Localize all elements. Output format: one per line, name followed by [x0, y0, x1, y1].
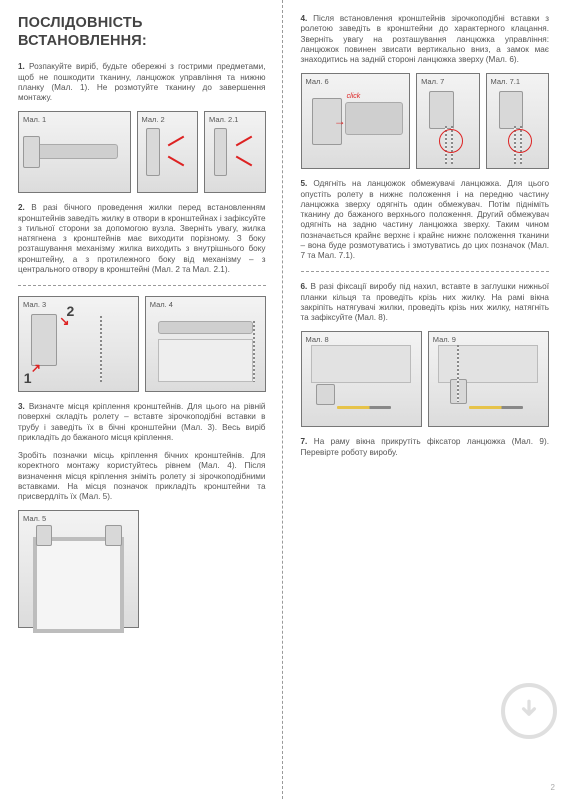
fig-4: Мал. 4 [145, 296, 266, 392]
fig-9-label: Мал. 9 [433, 335, 456, 344]
right-column: 4. Після встановлення кронштейнів зірочк… [283, 0, 565, 799]
fig-6-label: Мал. 6 [306, 77, 329, 86]
arrow-1-icon: ↗ [31, 361, 41, 376]
step-2-num: 2. [18, 203, 25, 212]
page-title: ПОСЛІДОВНІСТЬ ВСТАНОВЛЕННЯ: [18, 14, 266, 50]
badge-1: 1 [24, 370, 32, 388]
fig-9: Мал. 9 [428, 331, 549, 427]
fig-row-8-9: Мал. 8 Мал. 9 [301, 331, 550, 427]
panel-shape [311, 345, 411, 383]
step-6-num: 6. [301, 282, 308, 291]
fig-1: Мал. 1 [18, 111, 131, 193]
step-3-text-b: Зробіть позначки місць кріплення бічних … [18, 451, 266, 501]
bracket-shape [499, 91, 524, 129]
bracket-shape [214, 128, 227, 176]
step-4-num: 4. [301, 14, 308, 23]
step-5-text: Одягніть на ланцюжок обмежувачі ланцюжка… [301, 179, 550, 260]
step-3-num: 3. [18, 402, 25, 411]
chain-shape [457, 345, 459, 401]
click-arrow-icon: → [334, 114, 346, 129]
fabric-shape [158, 339, 253, 381]
fig-7-1-label: Мал. 7.1 [491, 77, 520, 86]
red-circle-icon [508, 129, 532, 153]
step-2: 2. В разі бічного проведення жилки перед… [18, 203, 266, 275]
step-3-text-a: Визначте місця кріплення кронштейнів. Дл… [18, 402, 266, 442]
badge-2: 2 [67, 303, 75, 321]
step-7: 7. На раму вікна прикрутіть фіксатор лан… [301, 437, 550, 458]
panel-shape [438, 345, 538, 383]
roller-shape [345, 102, 403, 135]
window-frame-shape [33, 537, 124, 633]
step-7-num: 7. [301, 437, 308, 446]
step-1-num: 1. [18, 62, 25, 71]
chain-shape [253, 321, 255, 382]
divider [301, 271, 550, 272]
red-arrow [168, 156, 184, 167]
fig-2-1: Мал. 2.1 [204, 111, 266, 193]
divider [18, 285, 266, 286]
roller-shape [30, 144, 118, 158]
step-3a: 3. Визначте місця кріплення кронштейнів.… [18, 402, 266, 443]
fig-6: Мал. 6 click → [301, 73, 411, 169]
fig-4-label: Мал. 4 [150, 300, 173, 309]
step-6-text: В разі фіксації виробу під нахил, вставт… [301, 282, 550, 322]
fig-7-1: Мал. 7.1 [486, 73, 549, 169]
step-7-text: На раму вікна прикрутіть фіксатор ланцюж… [301, 437, 549, 456]
step-1-text: Розпакуйте виріб, будьте обережні з гост… [18, 62, 266, 102]
fig-7: Мал. 7 [416, 73, 479, 169]
fig-3-label: Мал. 3 [23, 300, 46, 309]
red-arrow [235, 156, 251, 167]
bracket-shape [429, 91, 454, 129]
fig-7-label: Мал. 7 [421, 77, 444, 86]
fig-3: Мал. 3 ↘ 2 ↗ 1 [18, 296, 139, 392]
fig-row-5: Мал. 5 [18, 510, 266, 628]
fig-row-1-2: Мал. 1 Мал. 2 Мал. 2.1 [18, 111, 266, 193]
fig-8: Мал. 8 [301, 331, 422, 427]
fig-1-label: Мал. 1 [23, 115, 46, 124]
bracket-shape [31, 314, 57, 366]
red-arrow [235, 136, 251, 147]
step-6: 6. В разі фіксації виробу під нахил, вст… [301, 282, 550, 323]
fig-2-label: Мал. 2 [142, 115, 165, 124]
screwdriver-icon [469, 406, 523, 409]
fig-2: Мал. 2 [137, 111, 199, 193]
screwdriver-icon [337, 406, 391, 409]
step-3b: Зробіть позначки місць кріплення бічних … [18, 451, 266, 502]
fig-2-1-label: Мал. 2.1 [209, 115, 238, 124]
bracket-shape [36, 525, 53, 546]
page-number: 2 [551, 783, 555, 793]
fig-5: Мал. 5 [18, 510, 139, 628]
fig-row-6-7: Мал. 6 click → Мал. 7 Мал. 7.1 [301, 73, 550, 169]
fig-8-label: Мал. 8 [306, 335, 329, 344]
tensioner-shape [316, 384, 335, 405]
red-circle-icon [439, 129, 463, 153]
chain-shape [100, 316, 102, 382]
bracket-shape [146, 128, 159, 176]
step-4-text: Після встановлення кронштейнів зірочкопо… [301, 14, 550, 64]
left-column: ПОСЛІДОВНІСТЬ ВСТАНОВЛЕННЯ: 1. Розпакуйт… [0, 0, 283, 799]
download-arrow-icon [516, 698, 542, 724]
step-2-text: В разі бічного проведення жилки перед вс… [18, 203, 266, 274]
red-arrow [168, 136, 184, 147]
fig-5-label: Мал. 5 [23, 514, 46, 523]
roller-shape [158, 321, 253, 334]
watermark-icon [501, 683, 557, 739]
step-1: 1. Розпакуйте виріб, будьте обережні з г… [18, 62, 266, 103]
step-5: 5. Одягніть на ланцюжок обмежувачі ланцю… [301, 179, 550, 261]
step-5-num: 5. [301, 179, 308, 188]
bracket-shape [105, 525, 122, 546]
step-4: 4. Після встановлення кронштейнів зірочк… [301, 14, 550, 65]
click-label: click [347, 93, 361, 102]
fig-row-3-4: Мал. 3 ↘ 2 ↗ 1 Мал. 4 [18, 296, 266, 392]
bracket-shape [23, 136, 40, 168]
